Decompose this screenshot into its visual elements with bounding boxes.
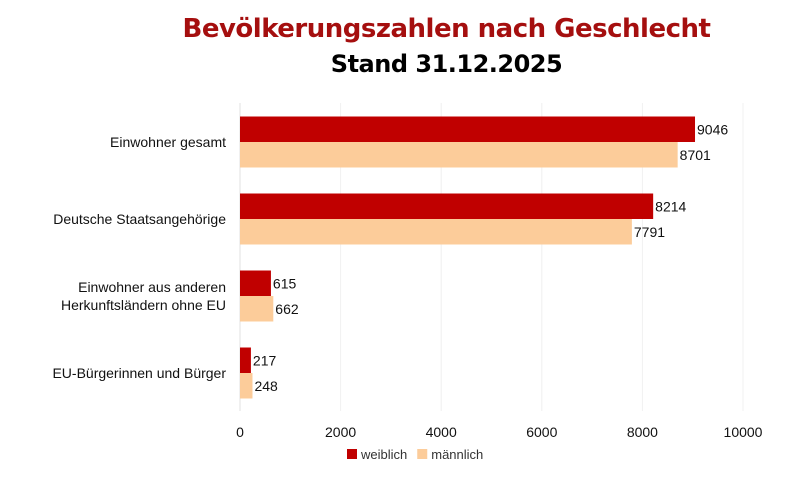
legend-swatch-männlich (417, 449, 428, 459)
data-label: 615 (273, 275, 297, 291)
bar-männlich (240, 373, 253, 399)
data-label: 217 (253, 352, 277, 368)
category-label: Herkunftsländern ohne EU (61, 297, 226, 313)
x-tick-label: 2000 (325, 424, 356, 440)
legend-label: weiblich (360, 447, 407, 462)
chart-subtitle: Stand 31.12.2025 (330, 50, 563, 78)
chart-title: Bevölkerungszahlen nach Geschlecht (182, 14, 711, 44)
legend-label: männlich (431, 447, 483, 462)
x-tick-label: 6000 (526, 424, 557, 440)
bar-weiblich (240, 193, 654, 219)
bar-männlich (240, 142, 678, 168)
x-tick-label: 10000 (724, 424, 763, 440)
x-tick-label: 8000 (627, 424, 658, 440)
bar-weiblich (240, 116, 696, 142)
category-label: EU-Bürgerinnen und Bürger (52, 365, 226, 381)
category-label: Einwohner gesamt (110, 134, 226, 150)
bar-weiblich (240, 347, 251, 373)
bar-männlich (240, 219, 632, 245)
bar-weiblich (240, 270, 271, 296)
x-tick-label: 0 (236, 424, 244, 440)
data-label: 9046 (697, 121, 728, 137)
data-label: 8214 (655, 198, 686, 214)
bar-männlich (240, 296, 274, 322)
category-label: Einwohner aus anderen (78, 279, 226, 295)
x-tick-label: 4000 (426, 424, 457, 440)
data-label: 7791 (634, 224, 665, 240)
data-label: 662 (275, 301, 299, 317)
data-label: 8701 (680, 147, 711, 163)
legend-swatch-weiblich (347, 449, 357, 459)
data-label: 248 (254, 378, 278, 394)
category-label: Deutsche Staatsangehörige (53, 211, 226, 227)
